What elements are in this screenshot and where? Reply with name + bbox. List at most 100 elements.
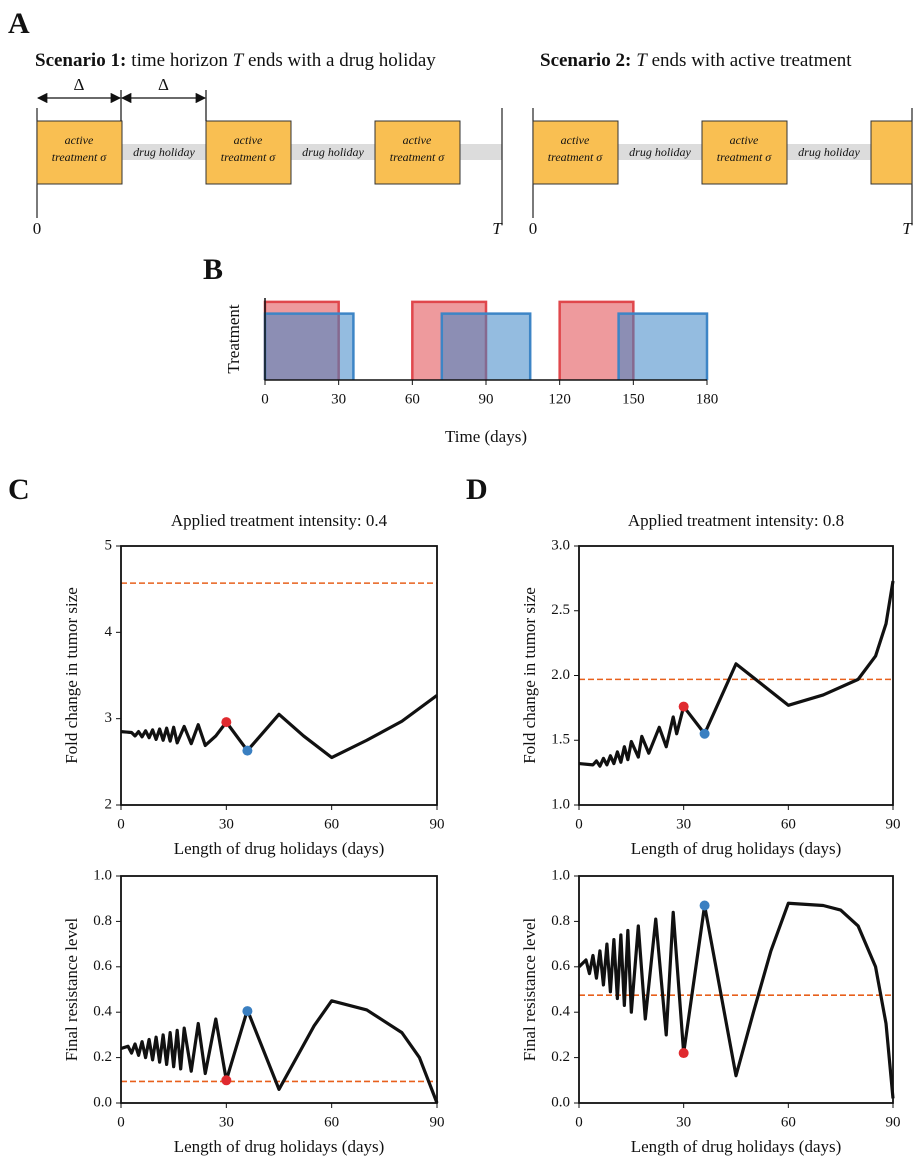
interval-outline: [617, 312, 709, 380]
x-axis-label: Length of drug holidays (days): [174, 839, 385, 858]
panel-label: D: [466, 473, 488, 506]
treatment-box: [374, 120, 461, 185]
box-label: treatment σ: [390, 150, 446, 164]
scenario-title: Scenario 2: T ends with active treatment: [540, 50, 852, 71]
plot-frame: [578, 875, 894, 1104]
delta-label: Δ: [158, 75, 169, 94]
horizon-label: T: [902, 219, 913, 238]
scenario-text: time horizon: [131, 50, 232, 71]
x-tick-label: 0: [117, 816, 125, 832]
y-tick-label: 0.2: [93, 1049, 112, 1065]
box-label: active: [561, 133, 590, 147]
x-tick-label: 90: [886, 1114, 901, 1130]
x-tick-label: 60: [781, 816, 796, 832]
x-tick-label: 90: [430, 1114, 445, 1130]
y-axis-label: Fold change in tumor size: [520, 587, 539, 764]
y-axis-label: Fold change in tumor size: [62, 587, 81, 764]
box-label: active: [234, 133, 263, 147]
treatment-interval: [265, 313, 354, 380]
x-tick-label: 90: [479, 391, 494, 407]
x-tick-label: 0: [575, 1114, 583, 1130]
scenario-text: T: [233, 50, 245, 71]
scenario-text: T: [636, 50, 648, 71]
origin-label: 0: [529, 219, 538, 238]
highlight-point: [221, 717, 232, 728]
treatment-box: [870, 120, 913, 185]
y-axis-label: Final resistance level: [520, 917, 539, 1061]
x-tick-label: 90: [430, 816, 445, 832]
x-tick-label: 30: [219, 816, 234, 832]
panel-label: A: [8, 7, 30, 40]
highlight-point: [678, 701, 689, 712]
scenario-label: Scenario 1:: [35, 50, 126, 71]
x-tick-label: 60: [324, 1114, 339, 1130]
treatment-interval: [618, 313, 707, 380]
x-axis-label: Time (days): [445, 427, 527, 446]
x-tick-label: 120: [548, 391, 571, 407]
holiday-label: drug holiday: [798, 145, 860, 159]
box-label: active: [65, 133, 94, 147]
horizon-label: T: [492, 219, 503, 238]
scenario-title: Scenario 1: time horizon T ends with a dr…: [35, 50, 436, 71]
highlight-point: [678, 1048, 689, 1059]
y-tick-label: 5: [105, 537, 113, 553]
chart-title: Applied treatment intensity: 0.8: [628, 511, 844, 530]
x-tick-label: 60: [781, 1114, 796, 1130]
y-axis-label: Final resistance level: [62, 917, 81, 1061]
scenario-text: ends with a drug holiday: [243, 50, 436, 71]
highlight-point: [221, 1075, 232, 1086]
treatment-box: [36, 120, 123, 185]
y-tick-label: 0.2: [551, 1049, 570, 1065]
holiday-label: drug holiday: [133, 145, 195, 159]
treatment-box: [205, 120, 292, 185]
y-tick-label: 0.8: [551, 913, 570, 929]
y-tick-label: 0.0: [93, 1094, 112, 1110]
holiday-label: drug holiday: [629, 145, 691, 159]
plot-frame: [578, 545, 894, 806]
y-tick-label: 0.8: [93, 913, 112, 929]
box-label: treatment σ: [717, 150, 773, 164]
x-tick-label: 180: [696, 391, 719, 407]
x-tick-label: 0: [261, 391, 269, 407]
axes: [264, 298, 707, 381]
curve: [578, 580, 895, 768]
y-tick-label: 4: [105, 624, 113, 640]
box-label: active: [403, 133, 432, 147]
y-tick-label: 3.0: [551, 537, 570, 553]
box-label: active: [730, 133, 759, 147]
y-axis-label: Treatment: [224, 304, 243, 374]
y-tick-label: 1.0: [551, 867, 570, 883]
panel-label: C: [8, 473, 30, 506]
treatment-box: [532, 120, 619, 185]
y-tick-label: 0.6: [551, 958, 570, 974]
plot-frame: [120, 875, 438, 1104]
origin-label: 0: [33, 219, 42, 238]
panel-label: B: [203, 253, 223, 286]
x-tick-label: 150: [622, 391, 645, 407]
y-tick-label: 0.0: [551, 1094, 570, 1110]
y-tick-label: 2.5: [551, 602, 570, 618]
x-tick-label: 90: [886, 816, 901, 832]
curve: [120, 999, 439, 1104]
holiday-label: drug holiday: [302, 145, 364, 159]
y-tick-label: 3: [105, 710, 113, 726]
x-tick-label: 30: [219, 1114, 234, 1130]
delta-label: Δ: [74, 75, 85, 94]
x-tick-label: 0: [575, 816, 583, 832]
highlight-point: [699, 900, 710, 911]
box-label: treatment σ: [221, 150, 277, 164]
box-label: treatment σ: [548, 150, 604, 164]
x-axis-label: Length of drug holidays (days): [631, 839, 842, 858]
scenario-text: ends with active treatment: [647, 50, 852, 71]
curve: [120, 694, 438, 760]
y-tick-label: 0.4: [93, 1004, 112, 1020]
x-tick-label: 60: [405, 391, 420, 407]
treatment-box: [701, 120, 788, 185]
y-tick-label: 1.5: [551, 732, 570, 748]
box-label: treatment σ: [52, 150, 108, 164]
chart-title: Applied treatment intensity: 0.4: [171, 511, 388, 530]
y-tick-label: 1.0: [93, 867, 112, 883]
y-tick-label: 0.4: [551, 1004, 570, 1020]
curve: [577, 901, 895, 1099]
